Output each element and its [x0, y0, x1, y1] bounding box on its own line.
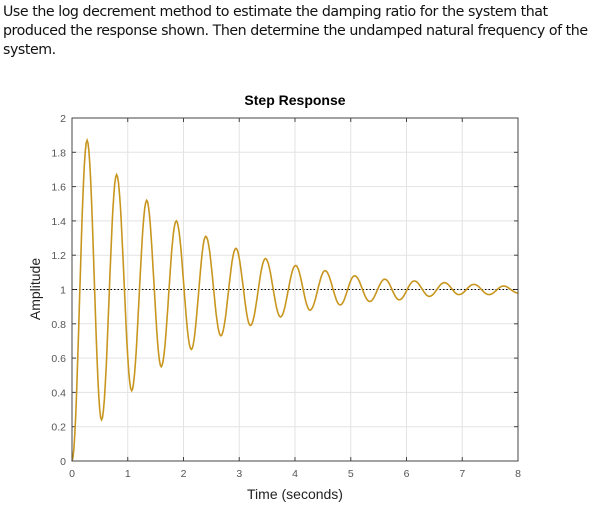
x-tick-label: 5 — [348, 468, 354, 480]
x-tick-label: 3 — [236, 468, 242, 480]
y-tick-label: 1.4 — [51, 216, 66, 228]
y-tick-label: 0.4 — [51, 387, 66, 399]
y-tick-label: 2 — [60, 113, 66, 125]
question-text: Use the log decrement method to estimate… — [3, 4, 588, 58]
plot-box — [71, 117, 519, 462]
x-tick-label: 0 — [69, 468, 75, 480]
x-axis-label: Time (seconds) — [247, 486, 343, 502]
x-tick-label: 2 — [181, 468, 187, 480]
y-tick-label: 1.8 — [51, 147, 66, 159]
x-tick-label: 1 — [125, 468, 131, 480]
x-tick-label: 4 — [292, 468, 298, 480]
y-tick-label: 1.6 — [51, 182, 66, 194]
x-tick-label: 6 — [404, 468, 410, 480]
y-tick-label: 0.8 — [51, 319, 66, 331]
x-tick-label: 8 — [515, 468, 521, 480]
axis-ticks: 0 1 2 3 4 5 6 7 8 0 0.2 0.4 0.6 0.8 1 1.2 1.4 1.6 1.8 2 — [51, 113, 521, 480]
y-tick-label: 1.2 — [51, 250, 66, 262]
y-tick-label: 0.6 — [51, 353, 66, 365]
x-tick-label: 7 — [459, 468, 465, 480]
chart-title: Step Response — [244, 92, 345, 108]
y-tick-label: 1 — [60, 285, 66, 297]
series-line — [71, 137, 518, 462]
y-tick-label: 0.2 — [51, 422, 66, 434]
y-axis-label: Amplitude — [27, 258, 43, 320]
y-tick-label: 0 — [60, 456, 66, 468]
